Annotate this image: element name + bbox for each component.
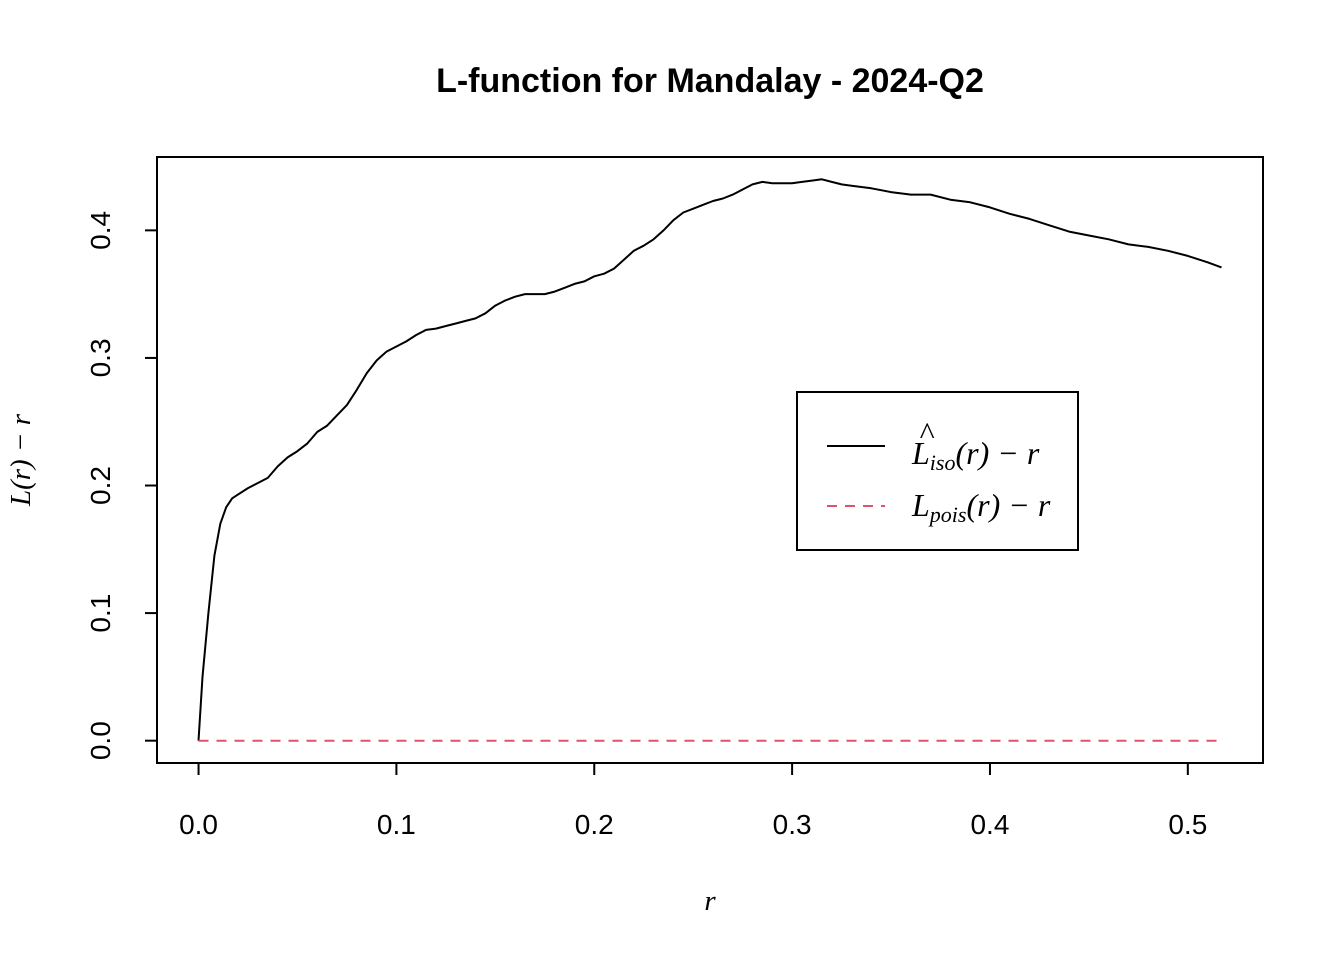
y-tick-label: 0.2 [85,466,116,505]
series-line-iso [197,178,1222,741]
y-tick-label: 0.3 [85,338,116,377]
legend-box [796,391,1079,551]
legend: Liso(r) − r ^ Lpois(r) − r [796,391,1079,551]
plot-area-frame [156,156,1264,764]
y-tick-label: 0.0 [85,721,116,760]
x-tick-label: 0.0 [179,809,218,840]
y-tick-label: 0.1 [85,594,116,633]
x-tick-label: 0.5 [1168,809,1207,840]
legend-iso-sub: iso [930,450,956,475]
legend-iso-main: L [911,435,930,471]
x-tick-label: 0.3 [773,809,812,840]
legend-iso-tail: (r) − r [955,435,1039,471]
series-layer [197,178,1222,742]
legend-pois-sub: pois [928,502,967,527]
x-tick-label: 0.1 [377,809,416,840]
y-tick-label: 0.4 [85,211,116,250]
legend-label-pois: Lpois(r) − r [911,487,1051,527]
legend-label-iso: Liso(r) − r [911,435,1040,475]
x-tick-label: 0.4 [970,809,1009,840]
y-axis-label: L(r) − r [5,413,37,507]
x-axis: 0.0 0.1 0.2 0.3 0.4 0.5 [179,762,1207,840]
legend-pois-main: L [911,487,930,523]
x-axis-label: r [704,885,716,917]
y-axis: 0.0 0.1 0.2 0.3 0.4 [85,211,158,760]
legend-pois-tail: (r) − r [966,487,1050,523]
x-tick-label: 0.2 [575,809,614,840]
legend-iso-hat: ^ [919,415,935,451]
chart-title: L-function for Mandalay - 2024-Q2 [436,62,984,100]
